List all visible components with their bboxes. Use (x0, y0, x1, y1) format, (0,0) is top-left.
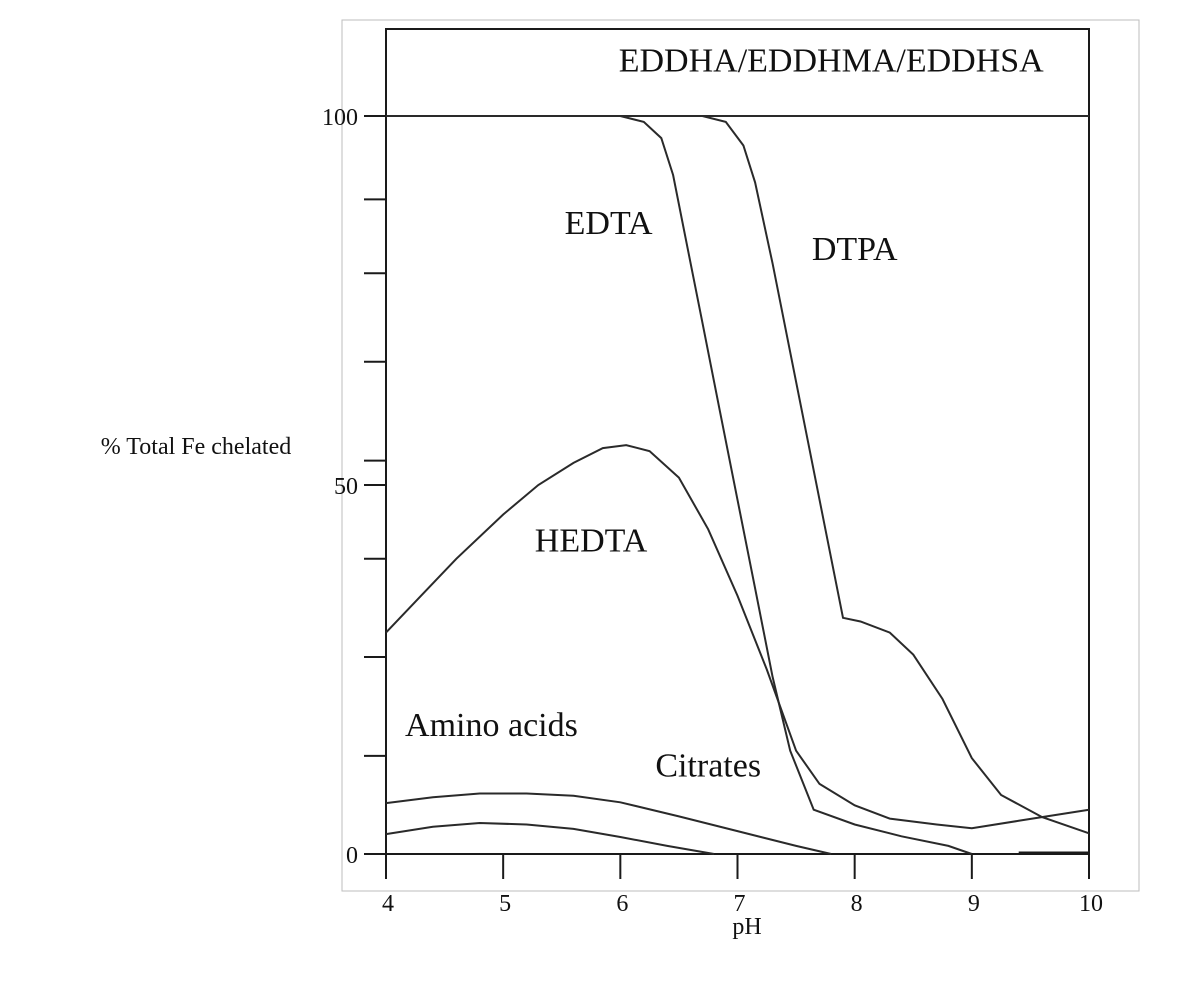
series-label: EDTA (565, 205, 653, 242)
x-tick-label: 8 (851, 891, 863, 917)
series-label: HEDTA (535, 522, 648, 559)
y-axis-ticks: 0 50 100 (322, 105, 386, 869)
x-axis-ticks: 4 5 6 7 8 9 10 (364, 853, 1103, 917)
x-tick-label: 5 (499, 891, 511, 917)
series-line-citrates (385, 821, 715, 855)
x-tick-label: 4 (382, 891, 394, 917)
y-tick-label: 50 (334, 474, 358, 500)
series-label: Amino acids (405, 707, 578, 744)
x-tick-label: 10 (1079, 891, 1103, 917)
y-tick-label: 100 (322, 105, 358, 131)
series-label: EDDHA/EDDHMA/EDDHSA (619, 43, 1044, 80)
series-line-dtpa (702, 115, 1090, 835)
series-line-amino-acids (385, 792, 832, 855)
series-labels: EDDHA/EDDHMA/EDDHSA EDTA DTPA HEDTA Amino ac… (405, 43, 1044, 785)
series-label: DTPA (812, 231, 898, 268)
x-tick-label: 6 (616, 891, 628, 917)
series-label: Citrates (655, 748, 761, 785)
y-axis-title: % Total Fe chelated (101, 434, 291, 460)
x-tick-label: 7 (734, 891, 746, 917)
series-lines (385, 115, 1090, 855)
series-line-edta (620, 115, 973, 855)
y-tick-label: 0 (346, 843, 358, 869)
x-axis-title: pH (732, 914, 761, 940)
plot-area (385, 28, 1090, 855)
series-line-hedta (385, 444, 1090, 830)
x-tick-label: 9 (968, 891, 980, 917)
